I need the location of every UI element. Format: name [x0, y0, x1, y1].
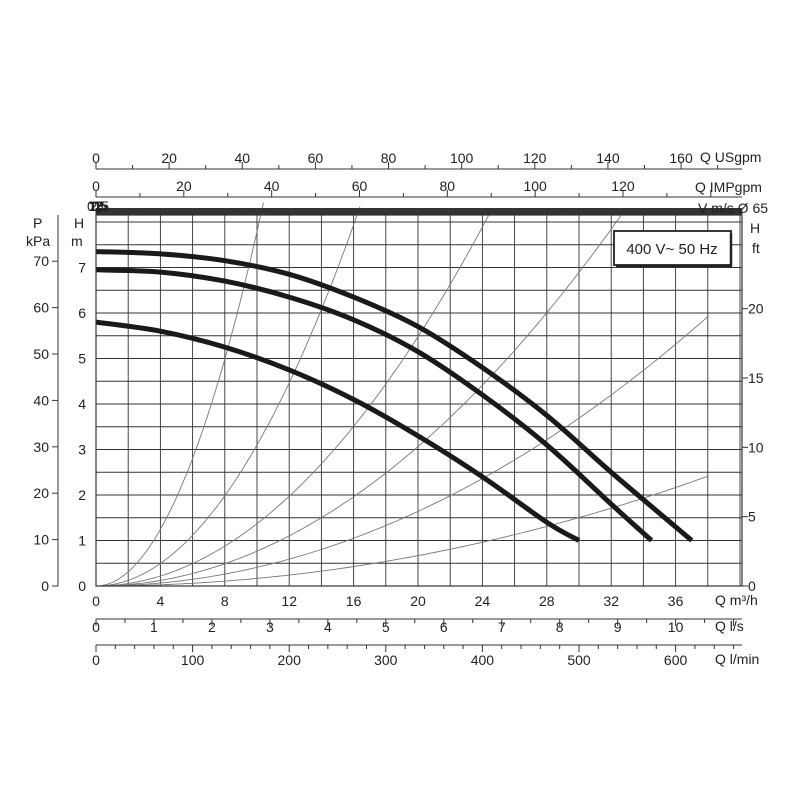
usgpm-tick-label: 80 — [381, 150, 397, 166]
lmin-tick-label: 500 — [567, 652, 591, 668]
ft-tick-label: 15 — [748, 370, 764, 386]
impgpm-tick-label: 60 — [352, 178, 368, 194]
left-kpa-label: kPa — [26, 233, 50, 249]
velocity-tick-label: 1 — [93, 198, 101, 214]
ft-tick-label: 20 — [748, 301, 764, 317]
velocity-tick-label: 2,5 — [90, 198, 110, 214]
m3h-tick-label: 28 — [539, 593, 555, 609]
badge-text: 400 V~ 50 Hz — [626, 241, 717, 258]
velocity-tick-label: 3 — [96, 198, 104, 214]
velocity-tick-label: 2 — [95, 198, 103, 214]
pump-curve — [95, 249, 694, 543]
bottom-lmin-label: Q l/min — [715, 651, 759, 667]
ft-tick-label: 10 — [748, 439, 764, 455]
lmin-tick-label: 600 — [664, 652, 688, 668]
lmin-tick-label: 100 — [181, 652, 205, 668]
left-p-label: P — [33, 215, 42, 231]
kpa-tick-label: 60 — [33, 300, 49, 316]
kpa-tick-label: 40 — [33, 392, 49, 408]
m-tick-label: 2 — [78, 487, 86, 503]
ls-tick-label: 4 — [324, 619, 332, 635]
kpa-tick-label: 20 — [33, 485, 49, 501]
lmin-tick-label: 300 — [374, 652, 398, 668]
system-curve — [96, 475, 708, 587]
usgpm-tick-label: 140 — [596, 150, 620, 166]
usgpm-tick-label: 40 — [234, 150, 250, 166]
lmin-tick-label: 0 — [92, 652, 100, 668]
ls-tick-label: 10 — [668, 619, 684, 635]
ls-tick-label: 5 — [382, 619, 390, 635]
voltage-frequency-badge: 400 V~ 50 Hz — [613, 230, 733, 268]
impgpm-tick-label: 120 — [611, 178, 635, 194]
m-tick-label: 4 — [78, 396, 86, 412]
top-usgpm-label: Q USgpm — [700, 149, 761, 165]
axes — [52, 162, 748, 652]
ls-tick-label: 8 — [556, 619, 564, 635]
top-velocity-label: V m/s Ø 65 — [698, 200, 768, 216]
m3h-tick-label: 24 — [475, 593, 491, 609]
m3h-tick-label: 32 — [603, 593, 619, 609]
kpa-tick-label: 10 — [33, 532, 49, 548]
system-curve — [96, 210, 625, 587]
tick-labels: 0 4 8 12 16 20 24 28 32 360 1 2 3 4 5 6 7 8 9 100 100 200 300 4… — [33, 150, 763, 668]
ls-tick-label: 7 — [498, 619, 506, 635]
ls-tick-label: 9 — [614, 619, 622, 635]
top-impgpm-label: Q IMPgpm — [695, 179, 762, 195]
m3h-tick-label: 36 — [668, 593, 684, 609]
pump-curve — [95, 319, 581, 543]
system-curve — [95, 202, 264, 587]
ls-tick-label: 2 — [208, 619, 216, 635]
impgpm-tick-label: 100 — [523, 178, 547, 194]
m3h-tick-label: 4 — [157, 593, 165, 609]
velocity-tick-label: 0,5 — [87, 198, 107, 214]
m3h-tick-label: 8 — [221, 593, 229, 609]
m-tick-label: 5 — [78, 351, 86, 367]
left-h-label: H — [74, 215, 84, 231]
usgpm-tick-label: 100 — [450, 150, 474, 166]
kpa-tick-label: 0 — [41, 578, 49, 594]
bottom-m3h-label: Q m³/h — [715, 592, 758, 608]
bottom-ls-label: Q l/s — [715, 618, 744, 634]
usgpm-tick-label: 120 — [523, 150, 547, 166]
usgpm-tick-label: 0 — [92, 150, 100, 166]
ft-tick-label: 0 — [748, 578, 756, 594]
m-tick-label: 6 — [78, 305, 86, 321]
velocity-tick-label: 0 — [92, 198, 100, 214]
lmin-tick-label: 200 — [278, 652, 302, 668]
m3h-tick-label: 0 — [92, 593, 100, 609]
ls-tick-label: 6 — [440, 619, 448, 635]
m3h-tick-label: 16 — [346, 593, 362, 609]
impgpm-tick-label: 80 — [440, 178, 456, 194]
kpa-tick-label: 30 — [33, 439, 49, 455]
usgpm-tick-label: 20 — [161, 150, 177, 166]
kpa-tick-label: 70 — [33, 253, 49, 269]
impgpm-tick-label: 20 — [176, 178, 192, 194]
m-tick-label: 3 — [78, 442, 86, 458]
m-tick-label: 0 — [78, 578, 86, 594]
pump-curve — [95, 267, 654, 543]
right-ft-label: ft — [752, 240, 760, 256]
impgpm-tick-label: 40 — [264, 178, 280, 194]
m3h-tick-label: 20 — [410, 593, 426, 609]
ls-tick-label: 1 — [150, 619, 158, 635]
usgpm-tick-label: 160 — [669, 150, 693, 166]
right-h-label: H — [750, 220, 760, 236]
kpa-tick-label: 50 — [33, 346, 49, 362]
pump-curves — [95, 249, 694, 543]
m3h-tick-label: 12 — [281, 593, 297, 609]
grid — [96, 215, 742, 586]
left-m-label: m — [71, 233, 83, 249]
ft-tick-label: 5 — [748, 509, 756, 525]
velocity-tick-label: 1,5 — [88, 198, 108, 214]
m-tick-label: 7 — [78, 260, 86, 276]
usgpm-tick-label: 60 — [308, 150, 324, 166]
lmin-tick-label: 400 — [471, 652, 495, 668]
system-curve — [95, 206, 361, 587]
m-tick-label: 1 — [78, 533, 86, 549]
system-curve — [96, 316, 709, 587]
ls-tick-label: 0 — [92, 619, 100, 635]
ls-tick-label: 3 — [266, 619, 274, 635]
impgpm-tick-label: 0 — [92, 178, 100, 194]
